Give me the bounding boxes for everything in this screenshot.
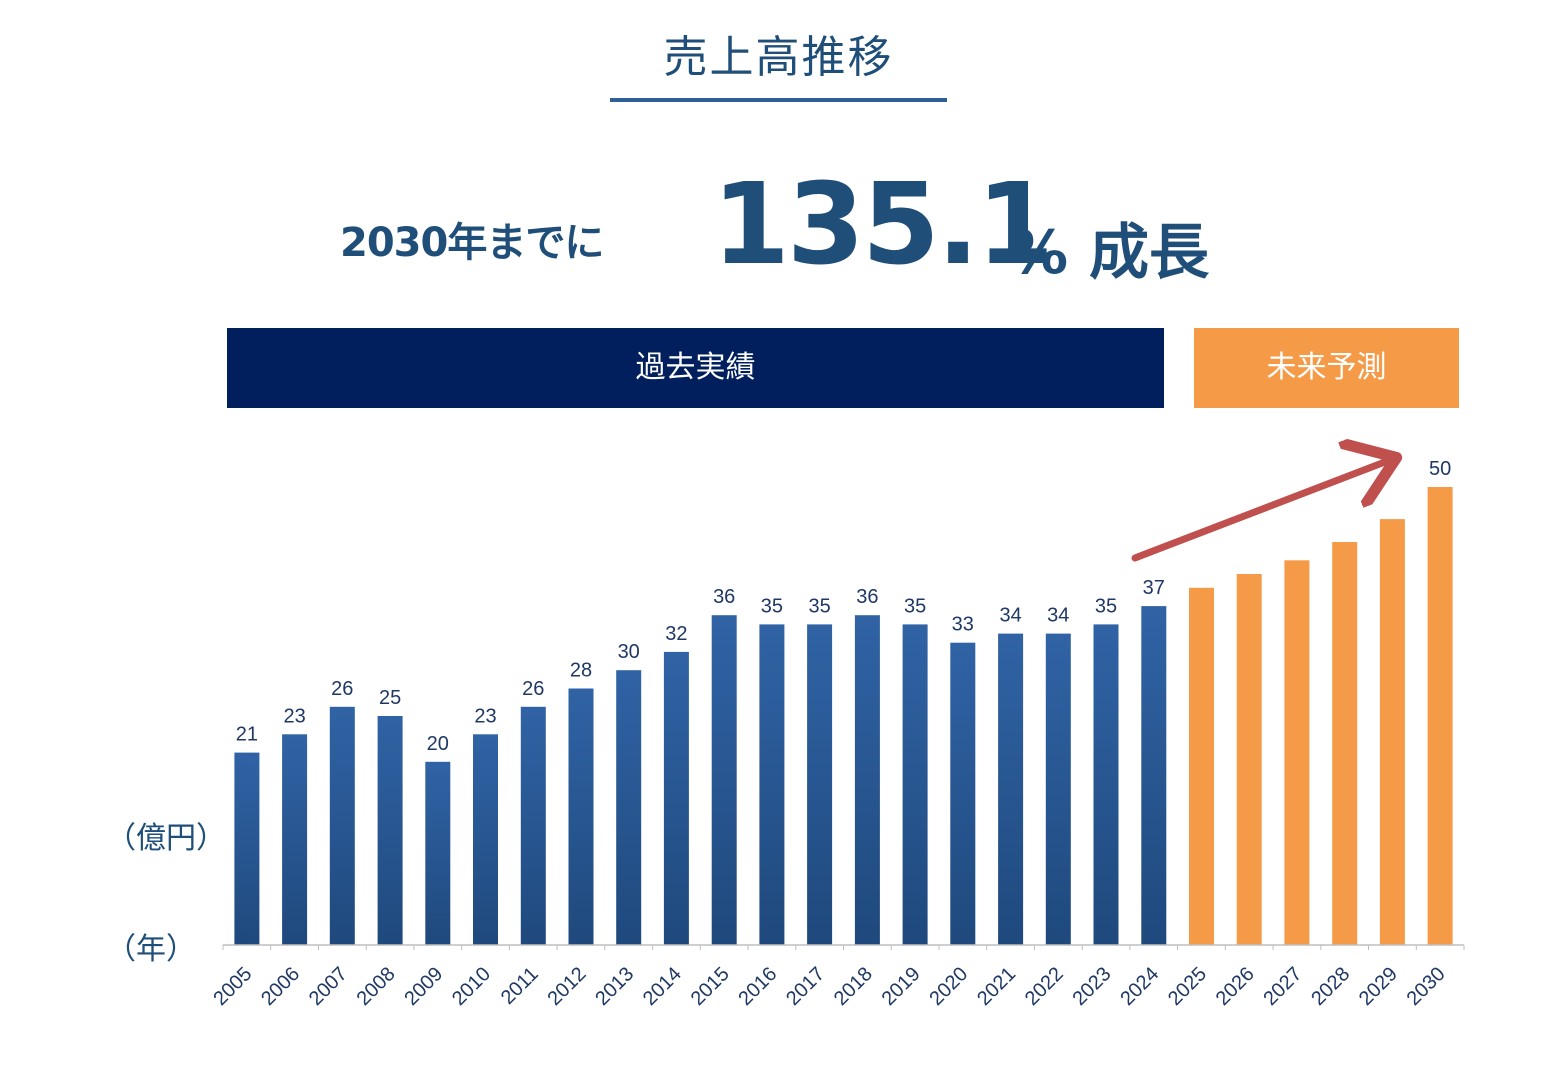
growth-trend-arrow (1131, 460, 1390, 562)
data-label-2024: 37 (1143, 577, 1165, 599)
title-underline (610, 98, 947, 102)
data-label-2030: 50 (1429, 458, 1451, 480)
data-label-2008: 25 (379, 687, 401, 709)
bar-2021 (998, 633, 1024, 945)
x-tick-label-2016: 2016 (734, 963, 781, 1010)
x-tick-label-2012: 2012 (544, 963, 591, 1010)
x-tick-label-2017: 2017 (782, 963, 829, 1010)
bar-2025 (1189, 587, 1214, 945)
bar-2006 (282, 734, 308, 945)
growth-prefix: 2030年までに (340, 220, 604, 266)
x-tick-label-2024: 2024 (1116, 963, 1163, 1010)
data-label-2013: 30 (618, 641, 640, 663)
bar-2011 (520, 706, 546, 945)
bar-2016 (759, 624, 785, 945)
x-tick-label-2014: 2014 (639, 963, 686, 1010)
growth-headline: 2030年までに 135.1 % 成長 (0, 160, 1557, 290)
bar-2027 (1284, 560, 1310, 945)
growth-value: 135.1 (712, 160, 1054, 290)
x-tick-label-2027: 2027 (1259, 963, 1306, 1010)
x-tick-label-2023: 2023 (1069, 963, 1116, 1010)
x-axis-unit-label: （年） (106, 932, 196, 967)
x-tick-label-2028: 2028 (1307, 963, 1354, 1010)
bar-2009 (425, 761, 451, 945)
data-label-2023: 35 (1095, 595, 1117, 617)
x-tick-labels-group: 2005 2006 2007 2008 2009 2010 2011 2012 2013 2014… (209, 945, 1465, 1010)
x-tick-label-2025: 2025 (1164, 963, 1211, 1010)
future-forecast-band: 未来予測 (1194, 328, 1459, 408)
x-tick-label-2009: 2009 (400, 963, 447, 1010)
data-label-2016: 35 (761, 595, 783, 617)
x-tick-label-2010: 2010 (448, 963, 495, 1010)
x-tick-label-2005: 2005 (209, 963, 256, 1010)
data-label-2019: 35 (904, 595, 926, 617)
past-results-band: 過去実績 (227, 328, 1164, 408)
x-tick-label-2007: 2007 (305, 963, 352, 1010)
data-labels-group: 21 23 26 25 20 23 26 28 30 32 36 35 35 36 35 33 34 34 35 37… (236, 458, 1451, 755)
bar-2012 (568, 688, 594, 945)
data-label-2022: 34 (1047, 605, 1069, 627)
x-tick-label-2030: 2030 (1403, 963, 1450, 1010)
bar-2020 (950, 642, 976, 945)
x-tick-label-2029: 2029 (1355, 963, 1402, 1010)
bar-2010 (473, 734, 498, 945)
bar-2024 (1141, 606, 1167, 945)
x-tick-label-2008: 2008 (353, 963, 400, 1010)
data-label-2006: 23 (283, 705, 305, 727)
bar-2019 (902, 624, 928, 945)
x-tick-label-2013: 2013 (591, 963, 638, 1010)
bar-2013 (616, 670, 642, 945)
chart-title: 売上高推移 (663, 32, 894, 83)
bar-2007 (329, 706, 355, 945)
data-label-2009: 20 (427, 733, 449, 755)
bar-2026 (1236, 574, 1262, 945)
x-tick-label-2026: 2026 (1212, 963, 1259, 1010)
data-label-2021: 34 (999, 605, 1021, 627)
bar-2008 (377, 716, 403, 945)
bar-2014 (663, 651, 689, 945)
bar-2029 (1379, 519, 1405, 945)
data-label-2011: 26 (522, 678, 544, 700)
bar-2030 (1427, 487, 1453, 945)
growth-unit: % 成長 (1008, 218, 1210, 288)
x-tick-label-2018: 2018 (830, 963, 877, 1010)
x-tick-label-2015: 2015 (687, 963, 734, 1010)
bars-group (234, 487, 1453, 945)
bar-2017 (807, 624, 833, 945)
x-tick-label-2011: 2011 (497, 963, 543, 1009)
data-label-2017: 35 (808, 595, 830, 617)
x-tick-label-2019: 2019 (878, 963, 925, 1010)
x-tick-label-2006: 2006 (257, 963, 304, 1010)
data-label-2020: 33 (952, 614, 974, 636)
x-tick-label-2020: 2020 (925, 963, 972, 1010)
x-tick-label-2022: 2022 (1021, 963, 1068, 1010)
data-label-2010: 23 (474, 705, 496, 727)
bar-2018 (854, 615, 880, 945)
data-label-2007: 26 (331, 678, 353, 700)
bar-2023 (1093, 624, 1119, 945)
bar-2015 (711, 615, 737, 945)
y-axis-unit-label: （億円） (106, 821, 226, 856)
data-label-2018: 36 (856, 586, 878, 608)
bar-2022 (1045, 633, 1071, 945)
x-tick-label-2021: 2021 (973, 963, 1020, 1010)
bar-2005 (234, 752, 260, 945)
data-label-2012: 28 (570, 660, 592, 682)
bar-2028 (1332, 542, 1358, 945)
data-label-2005: 21 (236, 724, 258, 746)
data-label-2014: 32 (665, 623, 687, 645)
data-label-2015: 36 (713, 586, 735, 608)
